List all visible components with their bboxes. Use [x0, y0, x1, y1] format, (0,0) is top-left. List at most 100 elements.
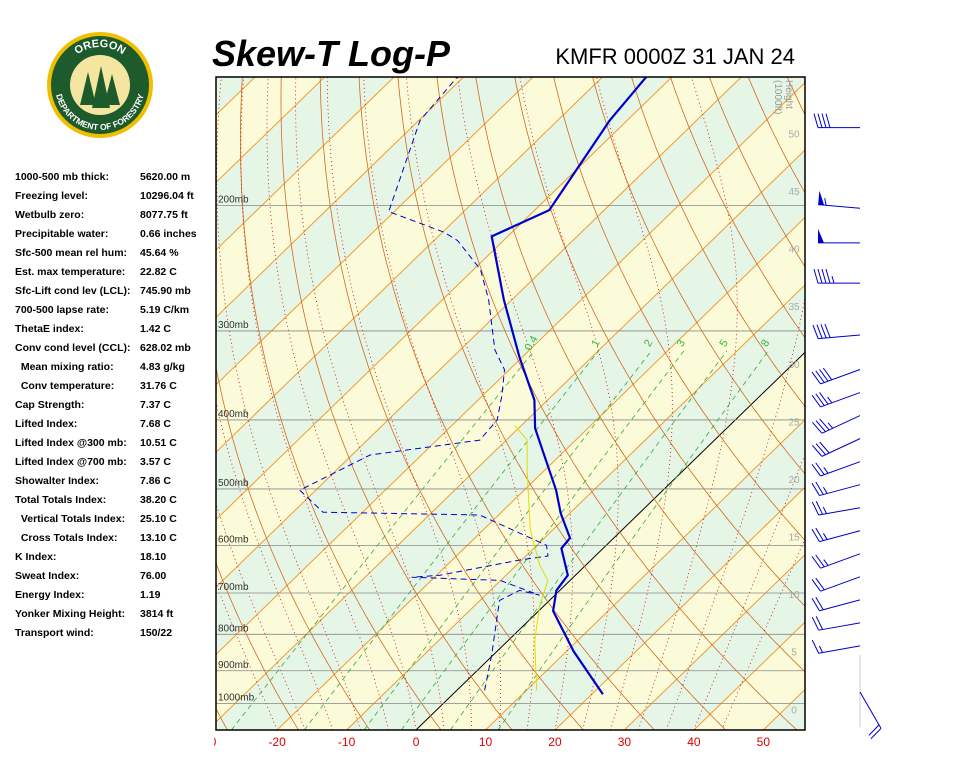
- x-tick-label: 30: [618, 735, 632, 749]
- x-tick-label: 50: [757, 735, 771, 749]
- mixing-ratio-line: [230, 350, 535, 730]
- index-label: Conv temperature:: [15, 380, 114, 392]
- y-tick-label: 300mb: [218, 320, 249, 331]
- barb-staff: [811, 576, 861, 592]
- isotherm: [485, 419, 805, 730]
- index-value: 150/22: [140, 627, 172, 639]
- dry-adiabat: [904, 77, 960, 730]
- wind-barb: [811, 392, 861, 408]
- x-tick-label: 10: [479, 735, 493, 749]
- isotherm: [346, 284, 805, 730]
- index-value: 10296.04 ft: [140, 190, 194, 202]
- wind-barbs: [811, 113, 882, 740]
- height-tick-label: 15: [788, 533, 800, 544]
- isotherm: [833, 77, 960, 730]
- x-tick-label: -10: [338, 735, 356, 749]
- moist-adiabat: [693, 453, 805, 730]
- height-tick-label: 50: [788, 129, 800, 140]
- height-tick-label: 30: [788, 360, 800, 371]
- dry-adiabat: [280, 77, 513, 730]
- wind-barb: [813, 269, 860, 284]
- index-label: Energy Index:: [15, 589, 84, 601]
- index-label: Freezing level:: [15, 190, 88, 202]
- mixing-ratio-label: 3: [675, 338, 688, 349]
- isotherm: [276, 216, 805, 730]
- moist-adiabat: [406, 77, 535, 730]
- dry-adiabat: [826, 77, 960, 730]
- index-label: Sweat Index:: [15, 570, 79, 582]
- height-tick-label: 0: [791, 705, 797, 716]
- wind-barb: [811, 576, 861, 592]
- isotherm: [624, 553, 805, 730]
- height-unit: (1000ft): [772, 80, 783, 114]
- chart-subtitle: KMFR 0000Z 31 JAN 24: [555, 44, 795, 69]
- mixing-ratio-label: 8: [759, 338, 772, 349]
- isotherm: [216, 77, 464, 318]
- barb-staff: [811, 596, 861, 612]
- index-label: Yonker Mixing Height:: [15, 608, 125, 620]
- index-value: 0.66 inches: [140, 228, 197, 240]
- barb-staff: [813, 269, 860, 284]
- index-label: Est. max temperature:: [15, 266, 125, 278]
- height-tick-label: 10: [788, 590, 800, 601]
- barb-staff: [811, 461, 861, 477]
- index-value: 76.00: [140, 570, 166, 582]
- barb-staff: [812, 415, 861, 434]
- dry-adiabat: [592, 77, 805, 475]
- moist-adiabat: [363, 77, 502, 730]
- logo: OREGON DEPARTMENT OF FORESTRY: [47, 32, 153, 138]
- barb-staff: [813, 113, 860, 129]
- index-value: 45.64 %: [140, 247, 179, 259]
- barb-staff: [818, 198, 861, 209]
- index-value: 5620.00 m: [140, 171, 190, 183]
- index-value: 31.76 C: [140, 380, 177, 392]
- moist-adiabat: [295, 77, 445, 730]
- profile-line: [298, 77, 549, 691]
- height-label: Height: [783, 80, 794, 109]
- y-tick-label: 400mb: [218, 409, 249, 420]
- barb-staff: [811, 392, 861, 408]
- x-tick-label: 40: [687, 735, 701, 749]
- wind-barb: [812, 415, 861, 434]
- dry-adiabat: [514, 77, 805, 607]
- wind-barb: [811, 553, 861, 569]
- y-tick-label: 500mb: [218, 478, 249, 489]
- moist-adiabat: [596, 77, 673, 730]
- index-label: Cross Totals Index:: [15, 532, 118, 544]
- index-label: Mean mixing ratio:: [15, 361, 114, 373]
- wind-barb: [811, 461, 861, 477]
- index-value: 628.02 mb: [140, 342, 191, 354]
- index-value: 5.19 C/km: [140, 304, 189, 316]
- height-tick-label: 40: [788, 245, 800, 256]
- index-value: 25.10 C: [140, 513, 177, 525]
- barb-staff: [811, 639, 861, 654]
- index-value: 13.10 C: [140, 532, 177, 544]
- isotherm: [216, 77, 395, 251]
- wind-barb: [859, 691, 882, 740]
- index-label: ThetaE index:: [15, 323, 84, 335]
- index-value: 38.20 C: [140, 494, 177, 506]
- mixing-ratio-line: [497, 350, 769, 730]
- height-axis-title: Height (1000ft): [772, 80, 794, 114]
- index-label: 700-500 lapse rate:: [15, 304, 109, 316]
- wind-barb: [811, 527, 861, 543]
- moist-adiabat: [216, 77, 361, 730]
- mixing-ratio-label: 2: [642, 338, 655, 349]
- dry-adiabat: [216, 561, 299, 730]
- moist-adiabat: [665, 77, 805, 730]
- y-tick-label: 200mb: [218, 195, 249, 206]
- index-label: Lifted Index @300 mb:: [15, 437, 127, 449]
- height-tick-label: 20: [788, 475, 800, 486]
- index-label: Sfc-500 mean rel hum:: [15, 247, 127, 259]
- index-label: Lifted Index @700 mb:: [15, 456, 127, 468]
- index-value: 7.68 C: [140, 418, 171, 430]
- isotherm: [902, 77, 960, 730]
- wind-barb: [812, 323, 861, 340]
- index-label: Precipitable water:: [15, 228, 108, 240]
- index-label: K Index:: [15, 551, 56, 563]
- wind-barb: [812, 438, 861, 457]
- index-label: Total Totals Index:: [15, 494, 106, 506]
- logo-tree: [104, 74, 120, 105]
